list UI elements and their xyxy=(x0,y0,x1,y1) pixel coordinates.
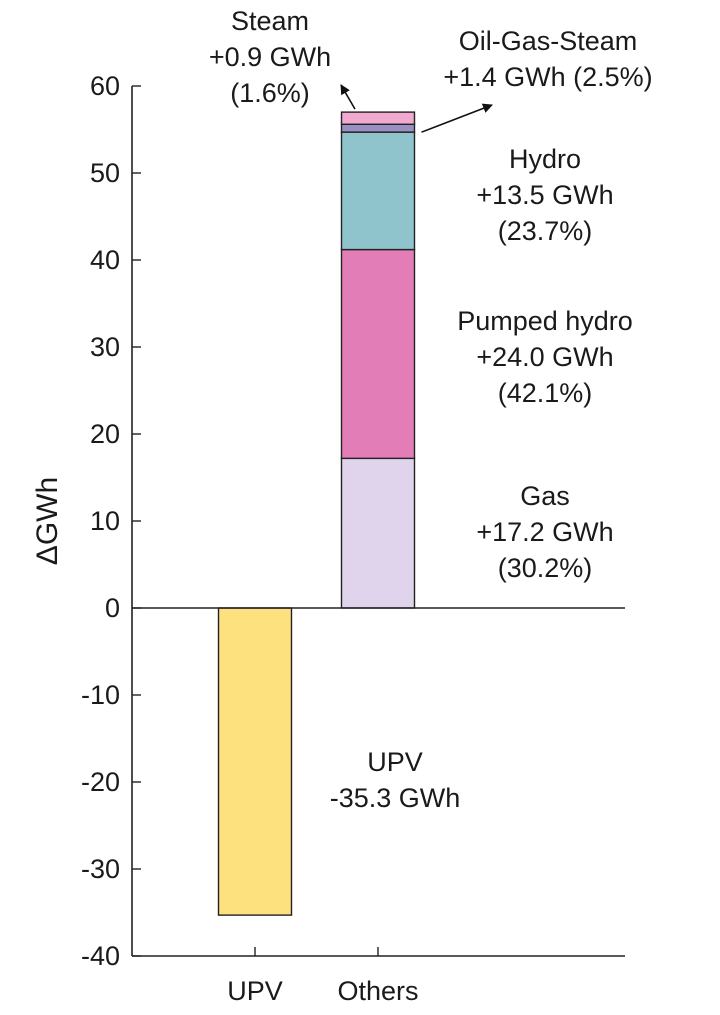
annotation-line: -35.3 GWh xyxy=(330,783,461,813)
bar-upv xyxy=(217,607,293,916)
y-tick-label: 30 xyxy=(90,332,120,362)
y-ticks: 60 50 40 30 20 10 0 -10 -20 -30 -40 xyxy=(81,71,141,971)
bar-steam xyxy=(340,123,416,133)
annotation-line: (30.2%) xyxy=(498,553,593,583)
y-tick-label: -40 xyxy=(81,941,120,971)
annotation-line: +0.9 GWh xyxy=(209,42,331,72)
annotation-line: (1.6%) xyxy=(230,78,310,108)
bar-oil-gas-steam xyxy=(340,111,416,125)
annotation-line: (42.1%) xyxy=(498,378,593,408)
x-ticks: UPV Others xyxy=(227,947,419,1006)
annotation-steam: Steam +0.9 GWh (1.6%) xyxy=(209,6,331,108)
annotation-line: UPV xyxy=(367,747,423,777)
steam-arrow xyxy=(340,84,356,110)
y-tick-label: 20 xyxy=(90,419,120,449)
y-tick-label: 0 xyxy=(105,593,120,623)
annotation-gas: Gas +17.2 GWh (30.2%) xyxy=(476,481,613,583)
annotation-oil-gas-steam: Oil-Gas-Steam +1.4 GWh (2.5%) xyxy=(443,26,652,92)
annotation-line: Gas xyxy=(520,481,570,511)
y-tick-label: -10 xyxy=(81,680,120,710)
annotation-line: +1.4 GWh (2.5%) xyxy=(443,62,652,92)
annotation-line: +17.2 GWh xyxy=(476,517,613,547)
annotation-line: +24.0 GWh xyxy=(476,342,613,372)
y-tick-label: -30 xyxy=(81,854,120,884)
oil-gas-steam-arrow xyxy=(421,103,493,133)
annotation-upv: UPV -35.3 GWh xyxy=(330,747,461,813)
annotation-line: Pumped hydro xyxy=(457,306,633,336)
bar-gas xyxy=(340,457,416,609)
y-axis-title: ΔGWh xyxy=(31,477,64,565)
annotation-line: (23.7%) xyxy=(498,216,593,246)
bar-hydro xyxy=(340,131,416,251)
annotation-line: Steam xyxy=(231,6,309,36)
bar-pumped-hydro xyxy=(340,248,416,460)
annotation-hydro: Hydro +13.5 GWh (23.7%) xyxy=(476,144,613,246)
annotation-line: +13.5 GWh xyxy=(476,180,613,210)
bars xyxy=(217,111,416,916)
y-tick-label: 60 xyxy=(90,71,120,101)
y-tick-label: 10 xyxy=(90,506,120,536)
y-tick-label: -20 xyxy=(81,767,120,797)
annotations: Steam +0.9 GWh (1.6%) Oil-Gas-Steam +1.4 GWh… xyxy=(209,6,653,813)
annotation-pumped-hydro: Pumped hydro +24.0 GWh (42.1%) xyxy=(457,306,633,408)
x-tick-label-upv: UPV xyxy=(227,976,283,1006)
annotation-line: Oil-Gas-Steam xyxy=(459,26,638,56)
annotation-line: Hydro xyxy=(509,144,581,174)
y-tick-label: 50 xyxy=(90,158,120,188)
y-tick-label: 40 xyxy=(90,245,120,275)
x-tick-label-others: Others xyxy=(337,976,418,1006)
